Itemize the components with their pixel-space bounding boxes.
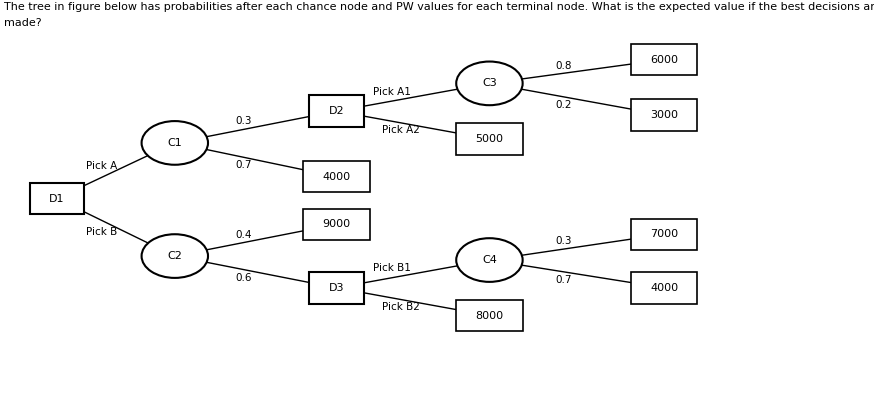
Text: 6000: 6000 (650, 54, 678, 65)
Text: Pick A: Pick A (86, 160, 117, 171)
Text: 0.2: 0.2 (556, 100, 572, 110)
FancyBboxPatch shape (30, 183, 84, 214)
FancyBboxPatch shape (303, 209, 370, 240)
Ellipse shape (456, 62, 523, 105)
Text: 8000: 8000 (475, 310, 503, 321)
FancyBboxPatch shape (631, 44, 697, 75)
Text: 0.3: 0.3 (556, 236, 572, 246)
Text: C3: C3 (482, 78, 496, 89)
Ellipse shape (142, 234, 208, 278)
Text: 3000: 3000 (650, 110, 678, 120)
Text: 7000: 7000 (650, 229, 678, 239)
FancyBboxPatch shape (631, 100, 697, 131)
FancyBboxPatch shape (303, 161, 370, 192)
Text: D1: D1 (49, 193, 65, 204)
FancyBboxPatch shape (309, 272, 364, 303)
Text: 0.8: 0.8 (556, 60, 572, 71)
Text: Pick B1: Pick B1 (373, 263, 411, 273)
Text: Pick A1: Pick A1 (373, 87, 411, 96)
FancyBboxPatch shape (456, 123, 523, 154)
Text: 5000: 5000 (475, 134, 503, 144)
Text: The tree in figure below has probabilities after each chance node and PW values : The tree in figure below has probabiliti… (4, 2, 874, 12)
Text: 9000: 9000 (323, 219, 350, 229)
Text: D3: D3 (329, 283, 344, 293)
Ellipse shape (456, 238, 523, 282)
FancyBboxPatch shape (309, 96, 364, 127)
Text: C1: C1 (168, 138, 182, 148)
Text: D2: D2 (329, 106, 344, 116)
Text: C2: C2 (167, 251, 183, 261)
Text: Pick B: Pick B (86, 227, 117, 237)
Text: Pick B2: Pick B2 (382, 302, 420, 312)
Text: 4000: 4000 (650, 283, 678, 293)
Text: 4000: 4000 (323, 172, 350, 182)
FancyBboxPatch shape (456, 300, 523, 331)
Text: 0.6: 0.6 (235, 272, 252, 283)
Text: 0.7: 0.7 (235, 160, 252, 170)
Ellipse shape (142, 121, 208, 165)
FancyBboxPatch shape (631, 218, 697, 250)
Text: 0.7: 0.7 (556, 275, 572, 285)
FancyBboxPatch shape (631, 272, 697, 303)
Text: 0.4: 0.4 (235, 229, 252, 240)
Text: 0.3: 0.3 (235, 116, 252, 127)
Text: Pick A2: Pick A2 (382, 125, 420, 135)
Text: C4: C4 (482, 255, 497, 265)
Text: made?: made? (4, 18, 42, 28)
